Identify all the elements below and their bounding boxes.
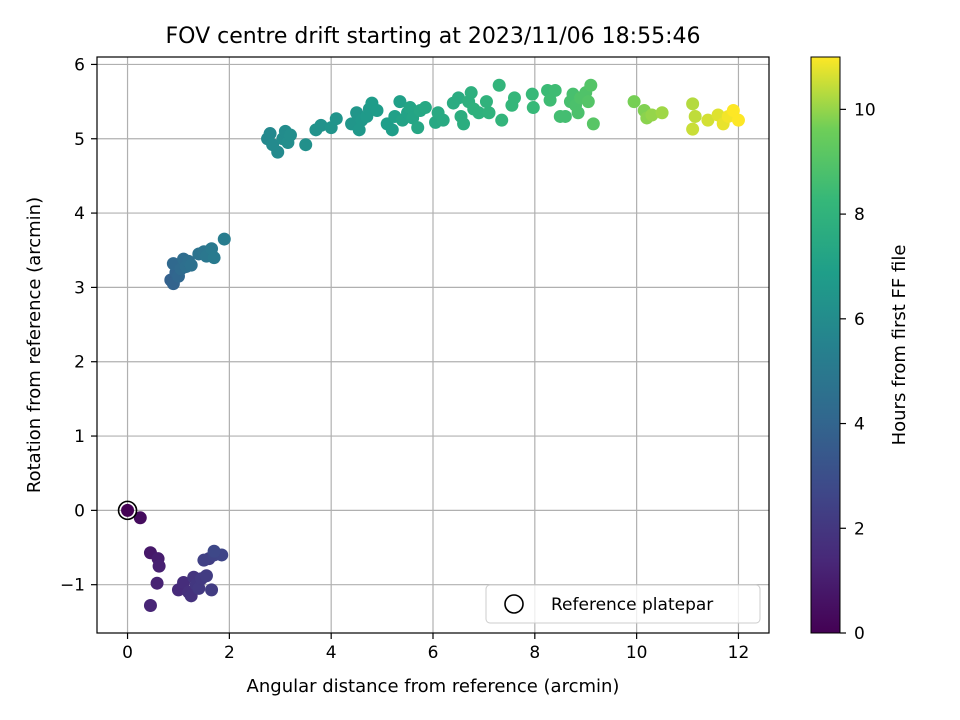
- scatter-point: [581, 95, 595, 109]
- scatter-point: [207, 251, 221, 265]
- legend-marker-icon: [504, 594, 524, 614]
- scatter-point: [205, 583, 219, 597]
- scatter-point: [686, 122, 700, 136]
- colorbar-tick-label: 2: [854, 519, 865, 539]
- chart-title: FOV centre drift starting at 2023/11/06 …: [166, 24, 701, 49]
- scatter-point: [217, 232, 231, 246]
- scatter-point: [655, 106, 669, 120]
- scatter-point: [526, 101, 540, 115]
- y-axis-label: Rotation from reference (arcmin): [24, 197, 45, 493]
- scatter-point: [558, 109, 572, 123]
- scatter-point: [492, 78, 506, 92]
- scatter-point: [543, 93, 557, 107]
- x-axis-ticks: 0 2 4 6 8 10 12: [122, 633, 749, 663]
- x-tick-label: 8: [529, 643, 540, 663]
- reference-marker: [117, 500, 138, 521]
- scatter-point: [121, 503, 135, 517]
- x-tick-label: 4: [326, 643, 337, 663]
- colorbar-label: Hours from first FF file: [889, 245, 910, 446]
- scatter-point: [479, 95, 493, 109]
- scatter-point: [150, 576, 164, 590]
- reference-platepar-marker: [117, 500, 138, 521]
- colorbar: 0 2 4 6 8 10 Hours from first FF file: [810, 56, 910, 644]
- scatter-point: [688, 109, 702, 123]
- scatter-point: [133, 511, 147, 525]
- x-tick-label: 2: [224, 643, 235, 663]
- colorbar-tick-label: 4: [854, 415, 865, 435]
- plot-area-frame: [96, 56, 770, 634]
- scatter-point: [314, 118, 328, 132]
- colorbar-tick-label: 10: [854, 100, 876, 120]
- scatter-point: [731, 113, 745, 127]
- x-axis-label: Angular distance from reference (arcmin): [247, 676, 620, 697]
- scatter-point: [199, 569, 213, 583]
- scatter-point: [299, 138, 313, 152]
- scatter-point: [263, 127, 277, 141]
- x-tick-label: 6: [428, 643, 439, 663]
- colorbar-gradient: [810, 56, 841, 634]
- colorbar-tick-label: 0: [854, 624, 865, 644]
- colorbar-ticks: 0 2 4 6 8 10: [840, 100, 876, 644]
- scatter-point: [482, 106, 496, 120]
- colorbar-tick-label: 6: [854, 310, 865, 330]
- scatter-point: [645, 108, 659, 122]
- scatter-point: [464, 86, 478, 100]
- y-tick-label: 6: [74, 55, 85, 75]
- legend: Reference platepar: [485, 584, 761, 624]
- scatter-point: [143, 599, 157, 613]
- scatter-point: [436, 113, 450, 127]
- scatter-point: [548, 83, 562, 97]
- scatter-point: [451, 91, 465, 105]
- scatter-point: [370, 104, 384, 118]
- scatter-point: [472, 106, 486, 120]
- y-tick-label: 2: [74, 353, 85, 373]
- scatter-point: [393, 95, 407, 109]
- scatter-point: [627, 95, 641, 109]
- scatter-point: [525, 87, 539, 101]
- scatter-point: [418, 101, 432, 115]
- scatter-point: [329, 112, 343, 126]
- colorbar-tick-label: 8: [854, 205, 865, 225]
- scatter-point: [507, 91, 521, 105]
- legend-entry-label: Reference platepar: [551, 595, 713, 615]
- scatter-point: [411, 121, 425, 135]
- y-tick-label: −1: [60, 576, 85, 596]
- scatter-point: [457, 117, 471, 131]
- y-tick-label: 1: [74, 427, 85, 447]
- data-points: [121, 78, 745, 613]
- y-axis-ticks: −1 0 1 2 3 4 5 6: [60, 55, 97, 596]
- y-tick-label: 0: [74, 501, 85, 521]
- y-tick-label: 3: [74, 278, 85, 298]
- x-tick-label: 10: [626, 643, 648, 663]
- scatter-point: [701, 113, 715, 127]
- scatter-point: [571, 106, 585, 120]
- scatter-point: [385, 123, 399, 137]
- scatter-point: [197, 553, 211, 567]
- scatter-point: [495, 113, 509, 127]
- scatter-point: [152, 559, 166, 573]
- scatter-point: [184, 258, 198, 272]
- grid: [97, 57, 769, 633]
- scatter-point: [726, 104, 740, 118]
- scatter-point: [686, 97, 700, 111]
- scatter-point: [403, 101, 417, 115]
- y-tick-label: 4: [74, 204, 85, 224]
- scatter-point: [283, 128, 297, 142]
- legend-box: [485, 584, 761, 624]
- x-tick-label: 12: [728, 643, 750, 663]
- scatter-point: [177, 575, 191, 589]
- scatter-point: [207, 544, 221, 558]
- scatter-point: [271, 145, 285, 159]
- x-tick-label: 0: [122, 643, 133, 663]
- scatter-point: [584, 78, 598, 92]
- y-tick-label: 5: [74, 130, 85, 150]
- scatter-point: [586, 117, 600, 131]
